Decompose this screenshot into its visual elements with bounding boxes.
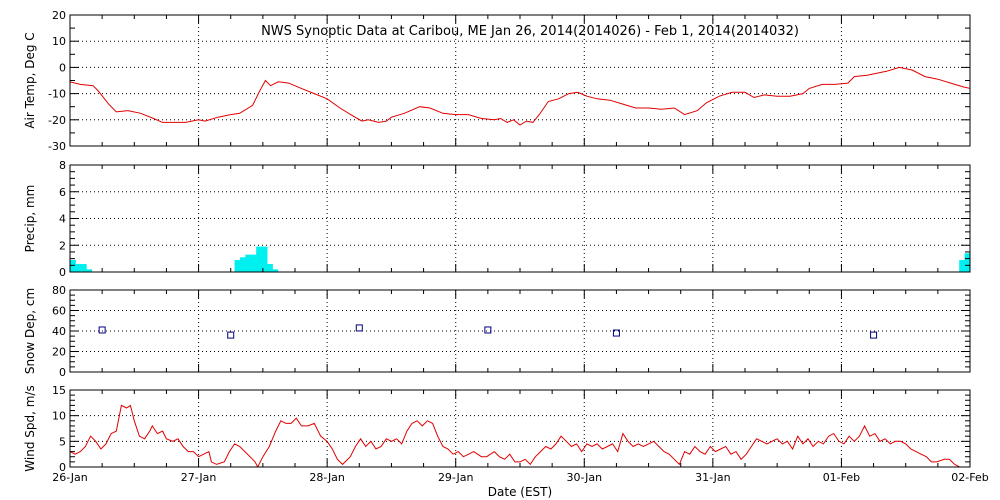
panel-4: 0 5 10 15 Wind Spd, m/s	[23, 384, 971, 474]
series-group	[70, 404, 960, 467]
snow-depth-point	[612, 329, 620, 337]
y-tick-label: 2	[59, 239, 66, 252]
x-tick-label: 26-Jan	[52, 471, 88, 484]
snow-depth-point	[355, 324, 363, 332]
y-tick-label: 4	[59, 213, 66, 226]
precip-bar	[266, 263, 273, 272]
y-axis-label: Wind Spd, m/s	[23, 385, 37, 471]
precip-bar	[86, 269, 93, 272]
y-tick-label: 0	[59, 61, 66, 74]
y-tick-label: 0	[59, 366, 66, 379]
x-tick-label: 28-Jan	[309, 471, 345, 484]
y-tick-label: 15	[52, 384, 66, 397]
precip-bar	[234, 259, 241, 272]
series-group	[98, 324, 878, 339]
precip-bar	[959, 259, 966, 272]
y-tick-label: 0	[59, 461, 66, 474]
precip-bar	[272, 269, 279, 272]
snow-depth-point	[870, 331, 878, 339]
y-tick-label: -10	[48, 88, 66, 101]
y-tick-label: 10	[52, 410, 66, 423]
series-group	[70, 66, 970, 126]
precip-bar	[261, 246, 268, 272]
y-tick-label: 8	[59, 159, 66, 172]
y-tick-label: 20	[52, 9, 66, 22]
x-tick-label: 29-Jan	[438, 471, 474, 484]
y-tick-label: 0	[59, 266, 66, 279]
series-group	[70, 246, 970, 272]
precip-bar	[250, 254, 257, 272]
y-tick-label: -30	[48, 140, 66, 153]
y-tick-label: 60	[52, 305, 66, 318]
snow-depth-point	[98, 326, 106, 334]
x-axis-label: Date (EST)	[488, 485, 552, 499]
precip-bar	[239, 257, 246, 272]
x-tick-label: 30-Jan	[567, 471, 603, 484]
y-tick-label: 6	[59, 186, 66, 199]
x-tick-label: 02-Feb	[951, 471, 988, 484]
x-tick-label: 27-Jan	[181, 471, 217, 484]
snow-depth-point	[484, 326, 492, 334]
y-tick-label: 40	[52, 325, 66, 338]
series-line-1	[70, 66, 970, 126]
precip-bar	[964, 253, 970, 272]
panel-3: 0 20 40 60 80 Snow Dep, cm	[23, 284, 971, 379]
y-tick-label: 80	[52, 284, 66, 297]
chart-title: NWS Synoptic Data at Caribou, ME Jan 26,…	[261, 24, 799, 39]
y-axis-label: Precip, mm	[23, 185, 37, 253]
y-tick-label: 5	[59, 435, 66, 448]
y-tick-label: 20	[52, 346, 66, 359]
precip-bar	[245, 254, 252, 272]
y-tick-label: 10	[52, 35, 66, 48]
precip-bar	[256, 246, 263, 272]
snow-depth-point	[227, 331, 235, 339]
series-line-1	[70, 404, 960, 467]
x-tick-label: 31-Jan	[695, 471, 731, 484]
panel-frame	[69, 389, 971, 468]
x-tick-label: 01-Feb	[823, 471, 860, 484]
y-tick-label: -20	[48, 114, 66, 127]
precip-bar	[70, 259, 76, 272]
precip-bar	[75, 263, 82, 272]
y-axis-label: Air Temp, Deg C	[23, 32, 37, 128]
panel-1: -30 -20 -10 0 10 20 Air Temp, Deg C	[23, 9, 971, 153]
panel-2: 0 2 4 6 8 Precip, mm	[23, 159, 971, 279]
y-axis-label: Snow Dep, cm	[23, 288, 37, 374]
precip-bar	[80, 263, 87, 272]
